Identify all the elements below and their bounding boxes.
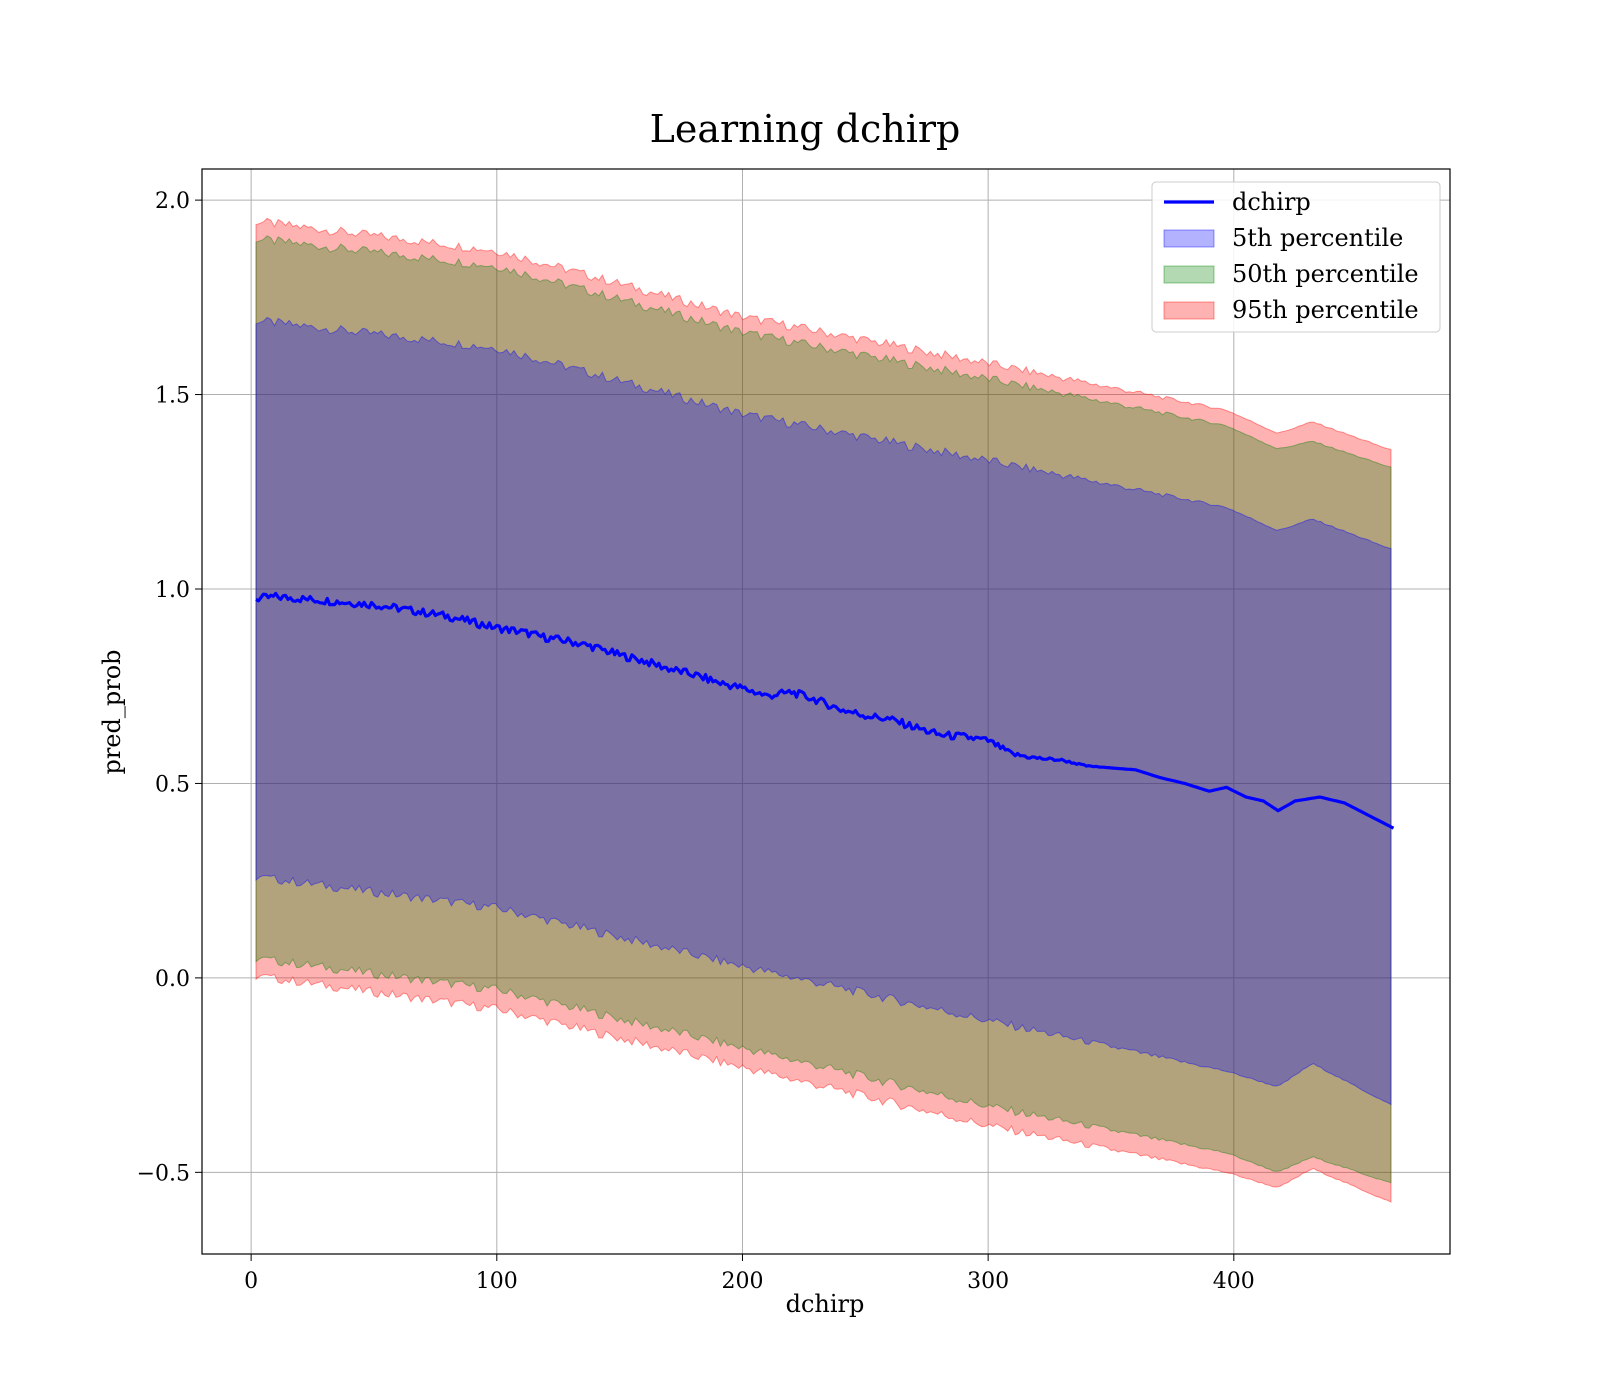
y-tick-label: 2.0 [155, 189, 190, 214]
legend: dchirp 5th percentile 50th percentile 95th … [1151, 181, 1441, 333]
band-95th-percentile [255, 217, 1392, 1203]
x-axis-label: dchirp [786, 1290, 865, 1318]
x-tick-label: 0 [244, 1269, 258, 1294]
y-axis-label: pred_prob [98, 649, 126, 774]
legend-label: 95th percentile [1232, 296, 1419, 324]
legend-box [1151, 181, 1441, 333]
y-tick-label: 1.5 [155, 384, 190, 409]
x-tick-label: 300 [967, 1269, 1009, 1294]
legend-swatch-5th-percentile [1163, 229, 1215, 248]
y-tick-label: −0.5 [137, 1161, 190, 1186]
x-tick-label: 400 [1213, 1269, 1255, 1294]
percentile-bands [255, 217, 1392, 1203]
y-axis-ticks: −0.5 0.0 0.5 1.0 1.5 2.0 [137, 189, 202, 1186]
y-tick-label: 0.5 [155, 772, 190, 797]
grid [202, 169, 1450, 1254]
x-tick-label: 100 [476, 1269, 518, 1294]
chart-title: Learning dchirp [650, 107, 961, 151]
plot-frame [201, 168, 1451, 1255]
band-50th-percentile [255, 235, 1392, 1184]
x-tick-label: 200 [721, 1269, 763, 1294]
y-tick-label: 1.0 [155, 578, 190, 603]
x-axis-ticks: 0 100 200 300 400 [244, 1254, 1255, 1294]
legend-swatch-95th-percentile [1163, 301, 1215, 320]
legend-label: 50th percentile [1232, 260, 1419, 288]
legend-swatch-50th-percentile [1163, 265, 1215, 284]
band-5th-percentile [255, 316, 1392, 1106]
legend-label: dchirp [1232, 188, 1311, 216]
series-line [255, 591, 1395, 830]
dchirp-line [255, 591, 1395, 830]
y-tick-label: 0.0 [155, 967, 190, 992]
legend-label: 5th percentile [1232, 224, 1403, 252]
